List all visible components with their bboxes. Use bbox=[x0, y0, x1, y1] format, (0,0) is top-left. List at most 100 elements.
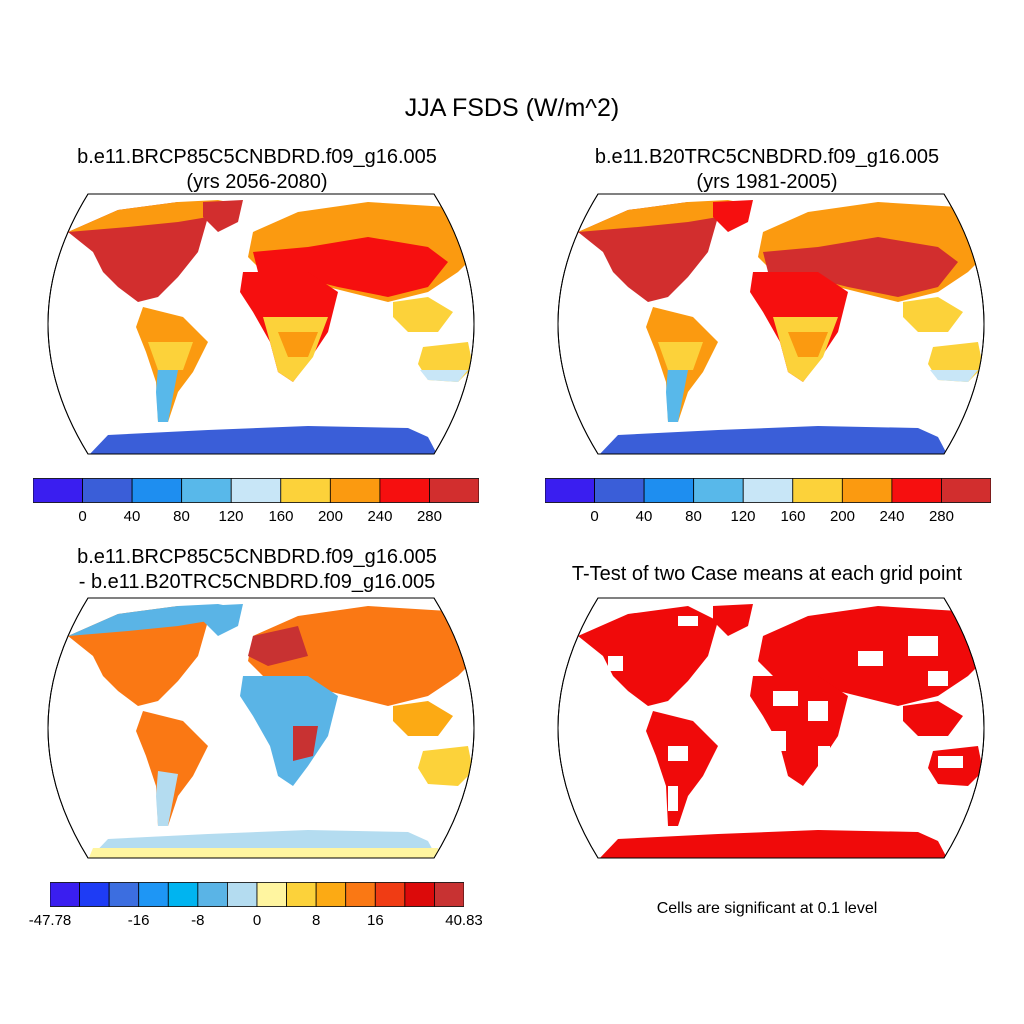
colorbar-swatch bbox=[181, 478, 232, 503]
continent-eurasia-south bbox=[253, 237, 448, 297]
panel-historical-title: b.e11.B20TRC5CNBDRD.f09_g16.005 (yrs 198… bbox=[527, 145, 1007, 195]
map-ttest bbox=[518, 596, 1024, 860]
panel-difference-title-line1: b.e11.BRCP85C5CNBDRD.f09_g16.005 bbox=[77, 546, 437, 568]
colorbar-swatch bbox=[315, 882, 347, 907]
colorbar-future-svg bbox=[33, 478, 479, 503]
colorbar-swatch bbox=[545, 478, 595, 503]
tick-label: 160 bbox=[780, 508, 806, 525]
colorbar-swatch bbox=[891, 478, 942, 503]
panel-difference-title: b.e11.BRCP85C5CNBDRD.f09_g16.005 - b.e11… bbox=[17, 545, 497, 595]
tick-label: 40.83 bbox=[445, 912, 483, 929]
continent-north-america-north bbox=[578, 200, 748, 232]
region-east-africa bbox=[293, 726, 318, 761]
colorbar-swatch bbox=[108, 882, 140, 907]
continent-south-america-tip bbox=[156, 367, 178, 422]
continent-antarctica-edge bbox=[88, 848, 438, 858]
colorbar-swatch bbox=[379, 478, 430, 503]
colorbar-difference bbox=[50, 882, 464, 907]
colorbar-swatch bbox=[643, 478, 695, 503]
continent-antarctica bbox=[598, 830, 948, 858]
tick-label: -8 bbox=[191, 912, 205, 929]
tick-label: 0 bbox=[78, 508, 87, 525]
main-title: JJA FSDS (W/m^2) bbox=[404, 94, 620, 122]
region-europe bbox=[248, 626, 308, 666]
colorbar-swatch bbox=[131, 478, 183, 503]
colorbar-swatch bbox=[329, 478, 381, 503]
map-historical bbox=[518, 192, 1024, 456]
tick-label: 40 bbox=[123, 508, 141, 525]
map-historical-svg bbox=[557, 193, 985, 455]
continent-south-america bbox=[646, 711, 718, 826]
continent-africa-mid bbox=[788, 332, 828, 357]
tick-label: 0 bbox=[252, 912, 262, 929]
continent-australia-south bbox=[930, 370, 978, 382]
colorbar-swatch bbox=[742, 478, 794, 503]
continent-australia-south bbox=[420, 370, 468, 382]
colorbar-swatch bbox=[138, 882, 169, 907]
colorbar-swatch bbox=[286, 882, 317, 907]
colorbar-swatch bbox=[227, 882, 258, 907]
continent-africa bbox=[240, 676, 338, 786]
tick-label: 240 bbox=[879, 508, 905, 525]
tick-label: 240 bbox=[367, 508, 393, 525]
map-difference bbox=[8, 596, 514, 860]
colorbar-swatch bbox=[841, 478, 893, 503]
panel-future-title: b.e11.BRCP85C5CNBDRD.f09_g16.005 (yrs 20… bbox=[17, 145, 497, 195]
tick-label: 40 bbox=[635, 508, 653, 525]
tick-label: 120 bbox=[730, 508, 756, 525]
tick-label: 8 bbox=[312, 912, 321, 929]
tick-label: 280 bbox=[928, 508, 954, 525]
map-difference-svg bbox=[47, 597, 475, 859]
map-future-svg bbox=[47, 193, 475, 455]
continent-south-america bbox=[136, 711, 208, 826]
colorbar-swatch bbox=[374, 882, 406, 907]
colorbar-historical bbox=[545, 478, 991, 503]
tick-label: 160 bbox=[268, 508, 294, 525]
continent-eurasia-south bbox=[763, 237, 958, 297]
colorbar-swatch bbox=[82, 478, 133, 503]
tick-label: -47.78 bbox=[28, 912, 72, 929]
non-significant-cells bbox=[608, 616, 963, 811]
continent-greenland bbox=[203, 200, 243, 232]
colorbar-swatch bbox=[594, 478, 645, 503]
tick-label: 80 bbox=[173, 508, 190, 525]
continent-north-america bbox=[578, 606, 718, 706]
colorbar-swatch bbox=[434, 882, 464, 907]
colorbar-swatch bbox=[256, 882, 287, 907]
colorbar-swatch bbox=[230, 478, 282, 503]
panel-future-title-line1: b.e11.BRCP85C5CNBDRD.f09_g16.005 bbox=[77, 146, 437, 168]
colorbar-swatch bbox=[167, 882, 199, 907]
map-ttest-svg bbox=[557, 597, 985, 859]
colorbar-swatch bbox=[79, 882, 110, 907]
continent-antarctica bbox=[88, 426, 438, 454]
panel-ttest-title: T-Test of two Case means at each grid po… bbox=[571, 563, 963, 585]
continent-south-america-mid bbox=[658, 342, 703, 370]
tick-label: 120 bbox=[218, 508, 244, 525]
tick-label: 16 bbox=[367, 912, 384, 929]
panel-future-title-line2: (yrs 2056-2080) bbox=[186, 171, 328, 193]
continent-antarctica bbox=[598, 426, 948, 454]
colorbar-swatch bbox=[33, 478, 83, 503]
continent-south-america-tip bbox=[666, 367, 688, 422]
tick-label: 0 bbox=[590, 508, 599, 525]
continent-greenland bbox=[713, 200, 753, 232]
colorbar-swatch bbox=[429, 478, 479, 503]
colorbar-swatch bbox=[50, 882, 80, 907]
colorbar-swatch bbox=[941, 478, 991, 503]
tick-label: 200 bbox=[829, 508, 855, 525]
region-southeast-asia bbox=[393, 701, 453, 736]
panel-historical-title-line2: (yrs 1981-2005) bbox=[696, 171, 838, 193]
significance-note: Cells are significant at 0.1 level bbox=[656, 900, 878, 917]
colorbar-future bbox=[33, 478, 479, 503]
tick-label: 280 bbox=[416, 508, 442, 525]
colorbar-swatch bbox=[792, 478, 843, 503]
colorbar-historical-svg bbox=[545, 478, 991, 503]
continent-south-america-mid bbox=[148, 342, 193, 370]
colorbar-difference-svg bbox=[50, 882, 464, 907]
continent-africa-mid bbox=[278, 332, 318, 357]
continent-north-america-north bbox=[68, 200, 238, 232]
colorbar-swatch bbox=[693, 478, 744, 503]
map-future bbox=[8, 192, 514, 456]
region-southeast-asia bbox=[903, 297, 963, 332]
panel-difference-title-line2: - b.e11.B20TRC5CNBDRD.f09_g16.005 bbox=[78, 571, 436, 593]
